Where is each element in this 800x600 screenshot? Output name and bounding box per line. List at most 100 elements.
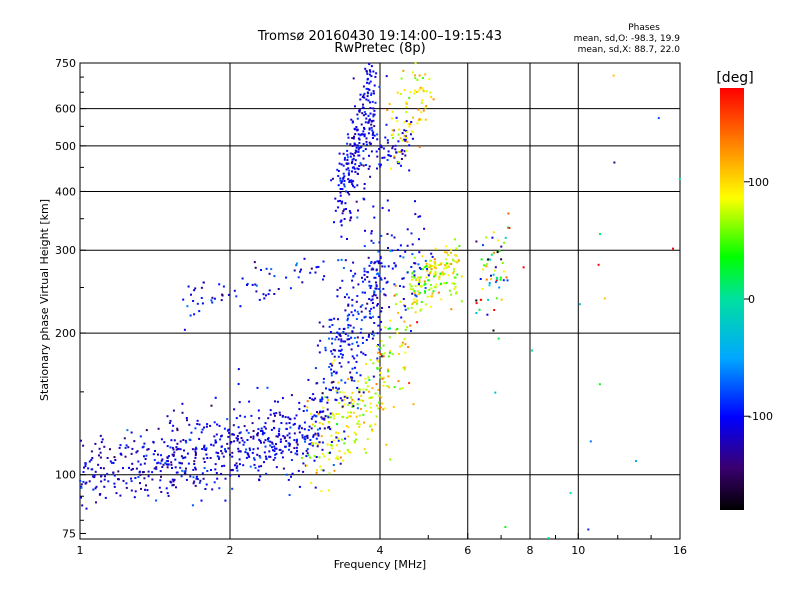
echo-point [368, 264, 371, 267]
echo-point [302, 470, 305, 473]
echo-point [272, 420, 275, 423]
echo-point [358, 391, 361, 394]
echo-point [338, 333, 341, 336]
echo-point [268, 289, 271, 292]
echo-point [99, 434, 102, 437]
echo-point [354, 309, 356, 312]
echo-point [356, 380, 359, 383]
echo-point [361, 304, 364, 307]
echo-point [351, 405, 354, 408]
echo-point [317, 432, 320, 435]
echo-point [353, 379, 356, 382]
x-tick-label: 1 [77, 544, 84, 557]
echo-point [351, 342, 354, 345]
echo-point [349, 216, 352, 219]
echo-point [423, 290, 426, 293]
echo-point [425, 262, 428, 265]
echo-point [301, 457, 303, 459]
echo-point [362, 391, 365, 394]
echo-point [381, 156, 384, 159]
echo-point [364, 377, 367, 380]
echo-point [419, 276, 422, 279]
echo-point [384, 407, 387, 410]
echo-point [336, 444, 338, 447]
echo-point [305, 464, 308, 467]
echo-point [430, 284, 432, 286]
echo-point [361, 112, 364, 115]
echo-point [295, 262, 298, 265]
echo-point [405, 137, 408, 139]
echo-point [285, 440, 288, 442]
echo-point [230, 469, 232, 472]
echo-point [362, 150, 365, 152]
echo-point [143, 477, 146, 480]
echo-point [362, 143, 365, 145]
echo-point [405, 102, 408, 105]
echo-point [430, 95, 433, 98]
echo-point [231, 455, 234, 458]
echo-point [100, 441, 103, 444]
echo-point [363, 92, 366, 95]
echo-point [356, 386, 359, 389]
echo-point [354, 163, 357, 166]
echo-point [331, 342, 333, 345]
echo-point [94, 487, 97, 490]
echo-point [205, 453, 208, 456]
echo-point [312, 434, 315, 437]
echo-point [319, 465, 322, 468]
echo-point [275, 466, 278, 469]
echo-point [337, 318, 339, 321]
echo-point [384, 326, 387, 329]
echo-point [492, 273, 495, 276]
echo-point [453, 270, 455, 273]
echo-point [344, 259, 347, 262]
echo-point [318, 351, 321, 354]
echo-point [163, 441, 166, 444]
echo-point [439, 263, 442, 266]
echo-point [412, 288, 415, 291]
echo-point [376, 155, 379, 158]
echo-point [395, 303, 398, 306]
echo-point [370, 232, 373, 235]
echo-point [210, 443, 213, 446]
echo-point [139, 463, 142, 466]
echo-point [220, 434, 223, 437]
echo-point [406, 228, 409, 231]
echo-point [424, 259, 427, 262]
echo-point [445, 251, 448, 254]
echo-point [414, 200, 416, 203]
echo-point [349, 219, 352, 222]
echo-point [205, 425, 208, 428]
echo-point [247, 431, 250, 434]
echo-point [328, 366, 331, 368]
echo-point [367, 256, 370, 259]
echo-point [434, 247, 437, 250]
echo-point [186, 305, 189, 308]
echo-point [345, 190, 348, 193]
echo-point [221, 293, 224, 296]
echo-point [339, 397, 342, 400]
echo-point [346, 338, 349, 341]
echo-point [103, 478, 106, 481]
echo-point [353, 186, 356, 189]
echo-point [278, 430, 280, 433]
echo-point [369, 70, 372, 73]
echo-point [379, 165, 382, 168]
echo-point [194, 448, 197, 451]
echo-point [272, 458, 275, 461]
echo-point [352, 326, 355, 329]
echo-point [159, 462, 162, 465]
echo-point [342, 152, 345, 155]
echo-point [301, 281, 304, 284]
echo-point [337, 170, 340, 172]
echo-point [190, 293, 192, 296]
echo-point [189, 314, 192, 317]
echo-point [226, 442, 229, 445]
echo-point [375, 404, 378, 407]
echo-point [103, 445, 106, 448]
echo-point [383, 265, 386, 268]
echo-point [358, 142, 361, 144]
echo-point [369, 287, 372, 289]
echo-point [172, 424, 175, 427]
